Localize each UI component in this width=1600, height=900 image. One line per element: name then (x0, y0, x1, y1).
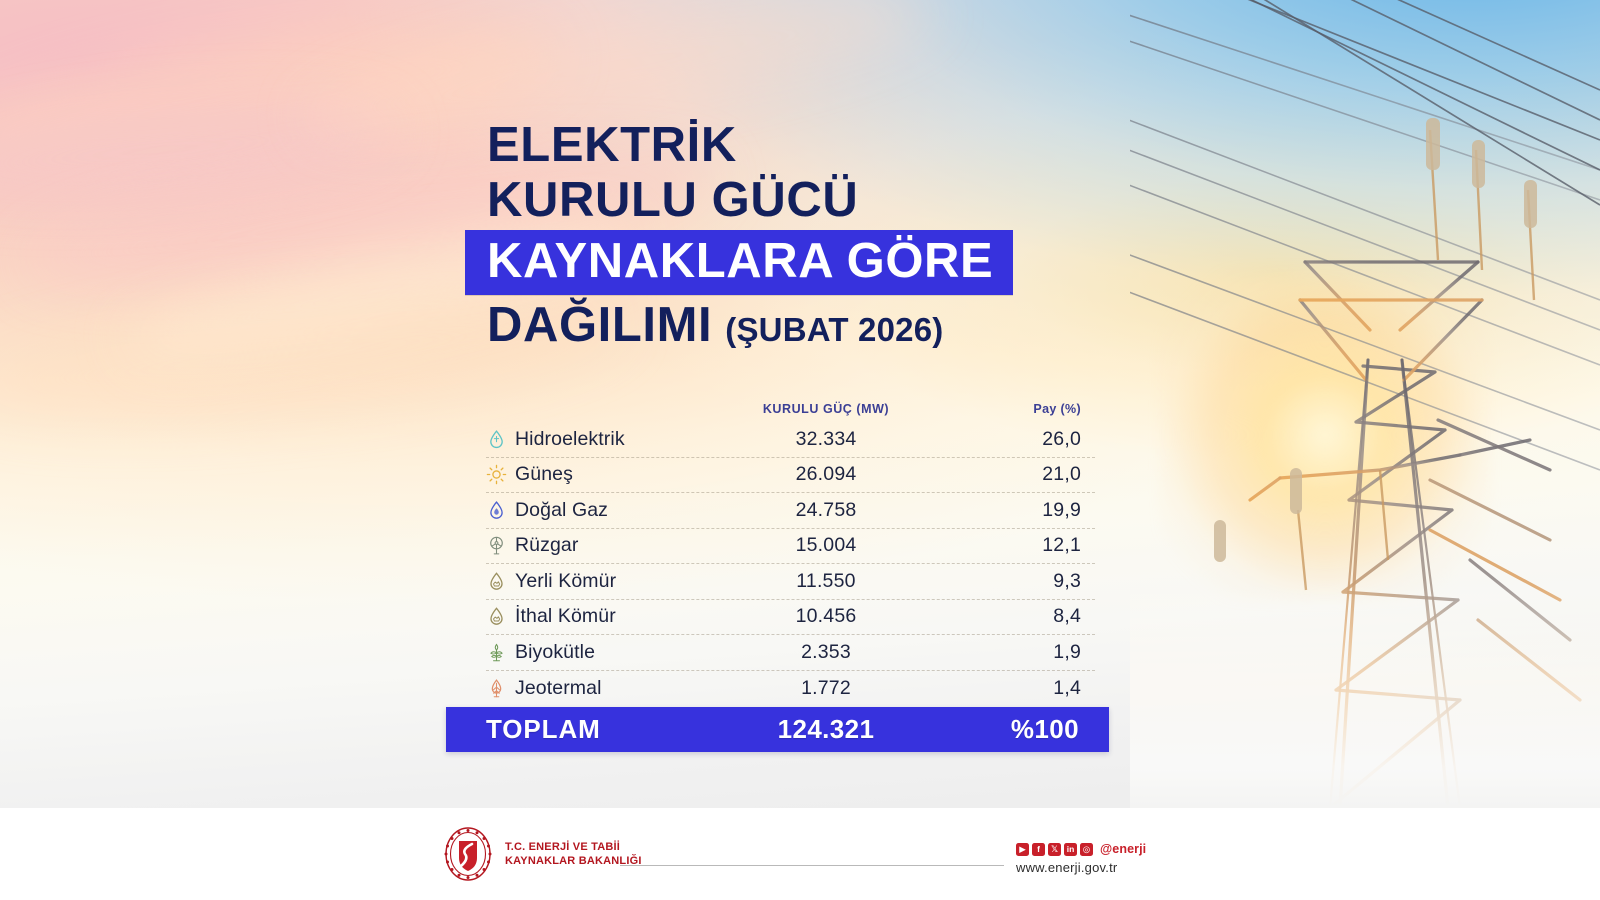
ministry-name: T.C. ENERJİ VE TABİİ KAYNAKLAR BAKANLIĞI (505, 840, 642, 868)
footer-divider (620, 865, 1004, 866)
twitter-x-icon[interactable]: 𝕏 (1048, 842, 1061, 856)
row-capacity-cell: 15.004 (795, 534, 857, 557)
website-url[interactable]: www.enerji.gov.tr (1016, 860, 1118, 875)
title-date: (ŞUBAT 2026) (725, 311, 944, 348)
ministry-logo: T.C. ENERJİ VE TABİİ KAYNAKLAR BAKANLIĞI (440, 826, 642, 882)
row-source-label: Doğal Gaz (515, 498, 609, 521)
row-capacity-cell: 26.094 (795, 463, 857, 486)
youtube-icon[interactable]: ▶ (1016, 842, 1029, 856)
row-capacity-cell: 10.456 (795, 605, 857, 628)
table-header-row: KURULU GÜÇ (MW) Pay (%) (446, 396, 1111, 422)
title-line-1: ELEKTRİK (487, 118, 737, 172)
row-share-cell: 1,9 (1053, 640, 1081, 663)
table-row: İthal Kömür 10.456 8,4 (486, 600, 1095, 635)
coal-domestic-icon (490, 572, 503, 590)
row-source-label: Yerli Kömür (515, 569, 617, 592)
row-capacity-cell: 1.772 (801, 676, 851, 699)
photo-bottom-fade (1130, 578, 1600, 808)
linkedin-icon[interactable]: in (1064, 842, 1077, 856)
row-share-cell: 8,4 (1053, 605, 1081, 628)
social-handle[interactable]: @enerji (1100, 842, 1147, 856)
row-share-cell: 21,0 (1042, 463, 1081, 486)
total-capacity: 124.321 (777, 714, 875, 744)
header-capacity: KURULU GÜÇ (MW) (762, 402, 890, 416)
title-line-3-highlight: KAYNAKLARA GÖRE (465, 230, 1014, 295)
row-source-label: İthal Kömür (515, 605, 616, 628)
title-line-4: DAĞILIMI (487, 298, 713, 352)
total-row: TOPLAM 124.321 %100 (446, 707, 1109, 752)
row-capacity-cell: 24.758 (795, 498, 857, 521)
row-share-cell: 9,3 (1053, 569, 1081, 592)
coal-import-icon (490, 607, 503, 626)
facebook-icon[interactable]: f (1032, 842, 1045, 856)
table-row: Doğal Gaz 24.758 19,9 (486, 493, 1095, 529)
header-share: Pay (%) (1033, 402, 1081, 416)
table-row: Rüzgar 15.004 12,1 (486, 529, 1095, 564)
table-row: Güneş 26.094 21,0 (486, 458, 1095, 493)
row-source-cell: Doğal Gaz (486, 499, 712, 522)
ministry-name-line-1: T.C. ENERJİ VE TABİİ (505, 841, 621, 853)
row-capacity-cell: 2.353 (801, 640, 851, 663)
wind-turbine-icon (490, 536, 503, 555)
title-line-4-row: DAĞILIMI (ŞUBAT 2026) (487, 298, 1127, 353)
table-row: Biyokütle 2.353 1,9 (486, 635, 1095, 671)
row-source-cell: Hidroelektrik (486, 428, 712, 451)
biomass-icon (490, 643, 503, 661)
row-source-cell: Rüzgar (486, 534, 712, 557)
row-share-cell: 19,9 (1042, 498, 1081, 521)
title-block: ELEKTRİK KURULU GÜCÜ KAYNAKLARA GÖRE DAĞ… (465, 118, 1127, 353)
transmission-tower-photo (1130, 0, 1600, 808)
row-source-cell: İthal Kömür (486, 605, 712, 628)
gas-flame-icon (490, 500, 503, 519)
total-share: %100 (1010, 714, 1079, 744)
title-line-2: KURULU GÜCÜ (487, 173, 859, 227)
row-share-cell: 1,4 (1053, 676, 1081, 699)
row-capacity-cell: 32.334 (795, 427, 857, 450)
row-source-label: Jeotermal (515, 676, 602, 699)
ministry-seal-icon (444, 827, 492, 881)
row-capacity-cell: 11.550 (796, 569, 856, 592)
row-source-label: Hidroelektrik (515, 427, 625, 450)
row-share-cell: 12,1 (1042, 534, 1081, 557)
row-source-cell: Jeotermal (486, 677, 712, 700)
table-body: Hidroelektrik 32.334 26,0 Güneş 26.094 2… (446, 422, 1111, 706)
row-source-label: Biyokütle (515, 640, 596, 663)
table-row: Hidroelektrik 32.334 26,0 (486, 422, 1095, 458)
capacity-table: KURULU GÜÇ (MW) Pay (%) Hidroelektrik 32… (446, 396, 1111, 706)
title-highlight-wrap: KAYNAKLARA GÖRE (465, 230, 1127, 295)
footer: T.C. ENERJİ VE TABİİ KAYNAKLAR BAKANLIĞI… (0, 808, 1600, 900)
water-drop-icon (490, 429, 503, 448)
table-row: Yerli Kömür 11.550 9,3 (486, 564, 1095, 600)
total-label: TOPLAM (486, 714, 601, 744)
row-source-cell: Yerli Kömür (486, 570, 712, 593)
table-row: Jeotermal 1.772 1,4 (486, 671, 1095, 707)
instagram-icon[interactable]: ◎ (1080, 842, 1093, 856)
row-source-label: Rüzgar (515, 534, 579, 557)
row-source-cell: Güneş (486, 463, 712, 486)
row-source-cell: Biyokütle (486, 641, 712, 664)
ministry-name-line-2: KAYNAKLAR BAKANLIĞI (505, 855, 642, 867)
sun-icon (486, 464, 507, 485)
row-source-label: Güneş (515, 463, 573, 486)
geothermal-icon (491, 678, 502, 697)
row-share-cell: 26,0 (1042, 427, 1081, 450)
